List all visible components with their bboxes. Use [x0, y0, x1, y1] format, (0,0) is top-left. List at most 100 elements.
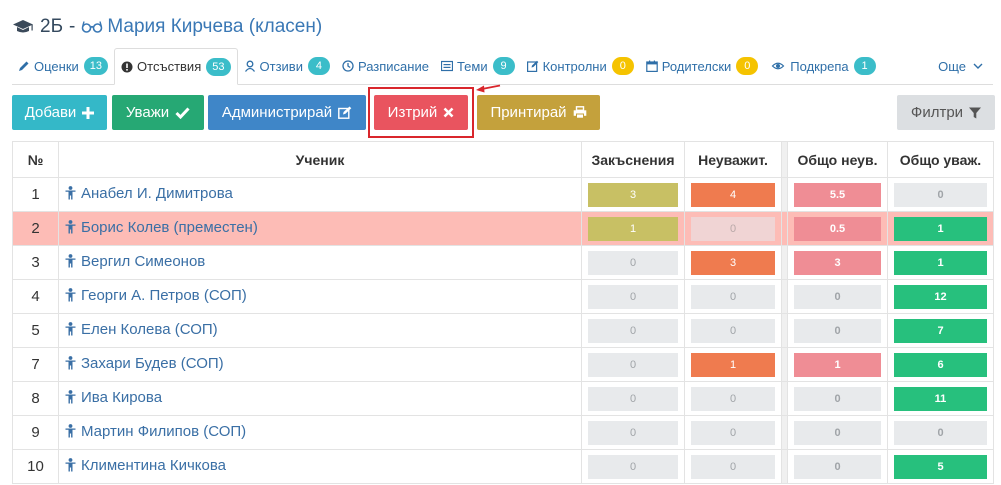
tab-tests[interactable]: Контролни 0: [521, 48, 640, 84]
header-late[interactable]: Закъснения: [581, 141, 685, 178]
edit-icon: [338, 106, 352, 119]
total-unexcused-cell: 5.5: [787, 177, 888, 212]
total-excused-cell: 0: [887, 177, 994, 212]
late-value[interactable]: 0: [588, 386, 678, 411]
student-name[interactable]: Георги А. Петров (СОП): [81, 286, 247, 304]
tab-label: Оценки: [34, 58, 79, 74]
student-cell: Ива Кирова: [58, 381, 582, 416]
unexcused-value[interactable]: 0: [691, 454, 775, 479]
absences-table: № Ученик Закъснения Неуважит. Общо неув.…: [12, 141, 994, 484]
student-link[interactable]: Вергил Симеонов: [65, 253, 205, 270]
administer-button[interactable]: Администрирай: [208, 95, 366, 130]
header-number[interactable]: №: [12, 141, 59, 178]
total-unexcused-value: 3: [794, 250, 881, 275]
delete-button[interactable]: Изтрий: [374, 95, 468, 130]
unexcused-value[interactable]: 0: [691, 216, 775, 241]
tab-feedback[interactable]: Отзиви 4: [238, 48, 336, 84]
delete-highlight-frame: [368, 87, 474, 138]
unexcused-cell: 0: [684, 279, 782, 314]
late-value[interactable]: 0: [588, 284, 678, 309]
tab-absences[interactable]: Отсъствия 53: [114, 48, 238, 85]
table-row[interactable]: 3 Вергил Симеонов 0 3 3 1: [12, 245, 994, 280]
student-name[interactable]: Борис Колев (преместен): [81, 218, 258, 236]
teacher-name[interactable]: Мария Кирчева (класен): [107, 16, 323, 37]
row-number: 9: [12, 415, 59, 450]
total-excused-value: 7: [894, 318, 987, 343]
student-name[interactable]: Ива Кирова: [81, 388, 163, 406]
late-value[interactable]: 3: [588, 182, 678, 207]
student-link[interactable]: Захари Будев (СОП): [65, 355, 224, 372]
unexcused-value[interactable]: 0: [691, 284, 775, 309]
student-link[interactable]: Елен Колева (СОП): [65, 321, 218, 338]
filter-button[interactable]: Филтри: [897, 95, 995, 130]
header-student[interactable]: Ученик: [58, 141, 582, 178]
graduation-cap-icon: [13, 20, 33, 33]
header-total-unexcused[interactable]: Общо неув.: [787, 141, 888, 178]
tab-parents[interactable]: Родителски 0: [640, 48, 765, 84]
student-name[interactable]: Мартин Филипов (СОП): [81, 422, 247, 440]
table-row[interactable]: 9 Мартин Филипов (СОП) 0 0 0 0: [12, 415, 994, 450]
student-link[interactable]: Борис Колев (преместен): [65, 219, 258, 236]
late-value[interactable]: 1: [588, 216, 678, 241]
student-name[interactable]: Елен Колева (СОП): [81, 320, 218, 338]
table-row[interactable]: 1 Анабел И. Димитрова 3 4 5.5 0: [12, 177, 994, 212]
student-name[interactable]: Вергил Симеонов: [81, 252, 206, 270]
unexcused-value[interactable]: 1: [691, 352, 775, 377]
student-link[interactable]: Георги А. Петров (СОП): [65, 287, 247, 304]
tab-topics[interactable]: Теми 9: [435, 48, 521, 84]
row-number: 5: [12, 313, 59, 348]
row-number: 1: [12, 177, 59, 212]
student-link[interactable]: Мартин Филипов (СОП): [65, 423, 246, 440]
class-name: 2Б: [40, 16, 64, 37]
unexcused-value[interactable]: 4: [691, 182, 775, 207]
total-unexcused-cell: 0: [787, 449, 888, 484]
check-icon: [175, 106, 190, 119]
header-total-excused[interactable]: Общо уваж.: [887, 141, 994, 178]
unexcused-value[interactable]: 0: [691, 386, 775, 411]
table-row[interactable]: 8 Ива Кирова 0 0 0 11: [12, 381, 994, 416]
unexcused-cell: 3: [684, 245, 782, 280]
more-dropdown[interactable]: Още: [938, 48, 993, 84]
total-unexcused-cell: 0: [787, 381, 888, 416]
student-link[interactable]: Анабел И. Димитрова: [65, 185, 233, 202]
table-row[interactable]: 2 Борис Колев (преместен) 1 0 0.5 1: [12, 211, 994, 246]
late-value[interactable]: 0: [588, 352, 678, 377]
add-button[interactable]: Добави: [12, 95, 107, 130]
unexcused-value[interactable]: 0: [691, 420, 775, 445]
tab-grades[interactable]: Оценки 13: [12, 48, 114, 84]
late-value[interactable]: 0: [588, 318, 678, 343]
student-name[interactable]: Анабел И. Димитрова: [81, 184, 233, 202]
student-icon: [65, 390, 76, 404]
student-icon: [65, 254, 76, 268]
header-unexcused[interactable]: Неуважит.: [684, 141, 782, 178]
plus-icon: [82, 106, 95, 119]
student-name[interactable]: Захари Будев (СОП): [81, 354, 224, 372]
unexcused-value[interactable]: 3: [691, 250, 775, 275]
late-value[interactable]: 0: [588, 420, 678, 445]
table-row[interactable]: 4 Георги А. Петров (СОП) 0 0 0 12: [12, 279, 994, 314]
row-number: 10: [12, 449, 59, 484]
late-cell: 0: [581, 347, 685, 382]
table-row[interactable]: 5 Елен Колева (СОП) 0 0 0 7: [12, 313, 994, 348]
total-unexcused-value: 0: [794, 454, 881, 479]
unexcused-cell: 0: [684, 415, 782, 450]
student-link[interactable]: Ива Кирова: [65, 389, 162, 406]
student-link[interactable]: Климентина Кичкова: [65, 457, 226, 474]
tab-badge: 0: [736, 57, 759, 75]
excuse-button[interactable]: Уважи: [112, 95, 204, 130]
tab-support[interactable]: Подкрепа 1: [764, 48, 881, 84]
student-name[interactable]: Климентина Кичкова: [81, 456, 226, 474]
student-cell: Вергил Симеонов: [58, 245, 582, 280]
table-row[interactable]: 7 Захари Будев (СОП) 0 1 1 6: [12, 347, 994, 382]
late-value[interactable]: 0: [588, 454, 678, 479]
print-button-label: Принтирай: [490, 104, 567, 121]
student-cell: Борис Колев (преместен): [58, 211, 582, 246]
late-value[interactable]: 0: [588, 250, 678, 275]
unexcused-value[interactable]: 0: [691, 318, 775, 343]
total-unexcused-value: 0.5: [794, 216, 881, 241]
print-button[interactable]: Принтирай: [477, 95, 600, 130]
table-row[interactable]: 10 Климентина Кичкова 0 0 0 5: [12, 449, 994, 484]
total-unexcused-cell: 0: [787, 313, 888, 348]
total-excused-value: 1: [894, 216, 987, 241]
tab-schedule[interactable]: Разписание: [336, 48, 435, 84]
